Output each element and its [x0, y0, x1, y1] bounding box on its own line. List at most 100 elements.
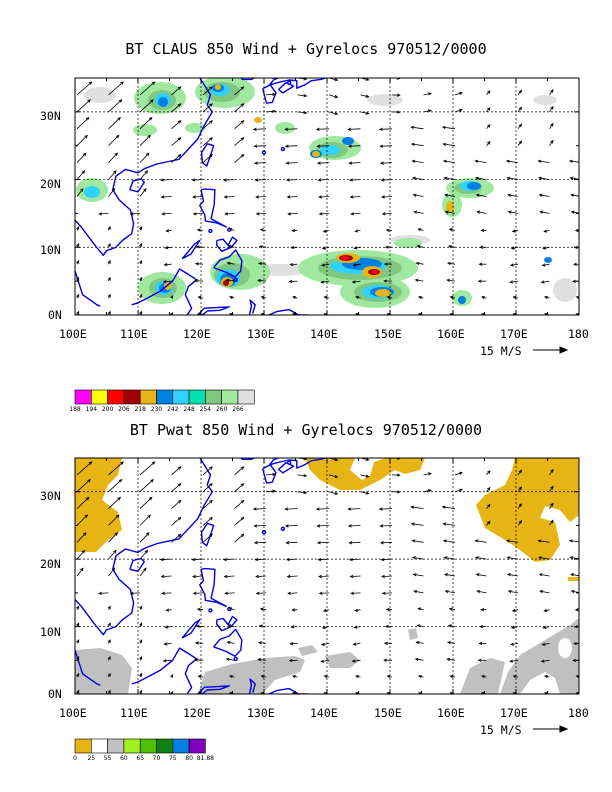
- wind-vector-head: [68, 213, 71, 216]
- wind-vector: [195, 659, 204, 661]
- wind-vector-head: [317, 557, 322, 562]
- wind-vector-head: [550, 468, 554, 473]
- wind-vector: [202, 154, 213, 163]
- wind-vector: [234, 500, 244, 509]
- wind-vector: [316, 508, 330, 510]
- wind-vector: [538, 540, 550, 543]
- wind-vector-head: [379, 524, 384, 528]
- wind-vector: [161, 196, 172, 198]
- wind-vector-head: [570, 193, 575, 197]
- wind-vector-head: [229, 295, 233, 300]
- wind-vector: [477, 211, 487, 214]
- wind-vector-head: [349, 574, 354, 579]
- wind-vector-head: [510, 625, 515, 629]
- wind-vector: [486, 78, 488, 79]
- wind-vector-head: [487, 90, 491, 94]
- wind-vector-head: [334, 111, 339, 115]
- wind-vector-head: [197, 295, 202, 300]
- wind-vector-head: [122, 64, 125, 67]
- wind-vector: [195, 263, 204, 265]
- wind-vector-head: [475, 193, 480, 197]
- wind-vector-head: [544, 312, 548, 315]
- wind-vector-head: [209, 103, 213, 107]
- coastline-segment: [198, 188, 227, 228]
- wind-vector: [571, 590, 579, 593]
- wind-vector-head: [120, 461, 124, 465]
- colorbar-swatch: [188, 738, 206, 754]
- wind-vector-head: [347, 524, 352, 528]
- wind-vector: [171, 78, 173, 79]
- wind-vector-head: [291, 608, 296, 612]
- wind-vector-head: [518, 106, 523, 111]
- wind-vector-head: [240, 499, 245, 504]
- wind-vector-head: [352, 642, 357, 646]
- wind-vector: [285, 525, 298, 527]
- wind-vector: [171, 86, 181, 96]
- wind-vector: [253, 508, 267, 510]
- colorbar-label: 25: [87, 755, 95, 762]
- wind-vector: [171, 120, 181, 130]
- wind-vector-head: [411, 556, 416, 560]
- wind-vector: [171, 500, 181, 509]
- colorbar-label: 188: [69, 406, 81, 413]
- wind-vector: [297, 491, 307, 494]
- p2-gridlines: [75, 458, 579, 694]
- wind-vector-head: [316, 144, 321, 148]
- wind-vector-head: [355, 295, 359, 300]
- colorbar-swatch: [172, 738, 190, 754]
- wind-vector: [171, 154, 181, 163]
- wind-vector: [226, 279, 235, 282]
- wind-vector-head: [284, 524, 289, 528]
- wind-vector-head: [209, 450, 212, 453]
- wind-vector: [225, 592, 235, 594]
- wind-vector-head: [98, 591, 103, 595]
- wind-vector-head: [107, 639, 111, 643]
- wind-vector: [549, 106, 554, 113]
- colorbar-swatch: [74, 389, 92, 405]
- wind-vector-head: [177, 499, 182, 504]
- coastline-segment: [75, 78, 214, 257]
- wind-vector-head: [165, 229, 170, 233]
- wind-vector-head: [447, 245, 452, 249]
- island: [280, 526, 286, 531]
- colorbar-label: 194: [86, 406, 98, 413]
- wind-vector-head: [459, 108, 464, 112]
- wind-vector-head: [255, 212, 260, 216]
- wind-vector-head: [145, 152, 150, 157]
- wind-vector: [139, 188, 147, 197]
- island: [233, 656, 238, 662]
- wind-vector: [581, 72, 585, 78]
- wind-vector: [360, 94, 369, 98]
- wind-vector-head: [260, 691, 265, 694]
- wind-vector-head: [386, 312, 391, 315]
- wind-vector-head: [227, 244, 232, 249]
- colorbar-swatch: [123, 738, 141, 754]
- wind-vector: [581, 452, 585, 458]
- wind-vector-head: [82, 152, 87, 157]
- colorbar-swatch: [74, 738, 92, 754]
- wind-vector-head: [480, 608, 485, 612]
- wind-vector-head: [241, 450, 244, 453]
- wind-vector-head: [192, 574, 196, 579]
- wind-vector-head: [544, 675, 548, 679]
- panel-2-map: [75, 458, 579, 694]
- wind-vector-head: [318, 195, 322, 199]
- wind-vector: [162, 213, 172, 215]
- wind-vector: [475, 540, 487, 543]
- wind-vector: [108, 497, 121, 509]
- wind-vector-head: [177, 533, 182, 538]
- wind-vector-head: [285, 557, 290, 562]
- wind-vector-head: [318, 212, 323, 216]
- wind-vector-head: [164, 625, 169, 629]
- wind-vector: [423, 93, 432, 96]
- wind-vector-head: [318, 574, 322, 579]
- wind-vector-head: [177, 516, 182, 521]
- wind-vector-head: [538, 193, 543, 197]
- wind-vector: [549, 469, 554, 476]
- wind-vector-head: [290, 625, 295, 629]
- wind-vector-head: [511, 229, 516, 233]
- wind-vector-head: [177, 86, 182, 90]
- wind-vector: [258, 659, 267, 661]
- wind-vector-head: [427, 472, 432, 476]
- wind-vector-head: [260, 675, 265, 679]
